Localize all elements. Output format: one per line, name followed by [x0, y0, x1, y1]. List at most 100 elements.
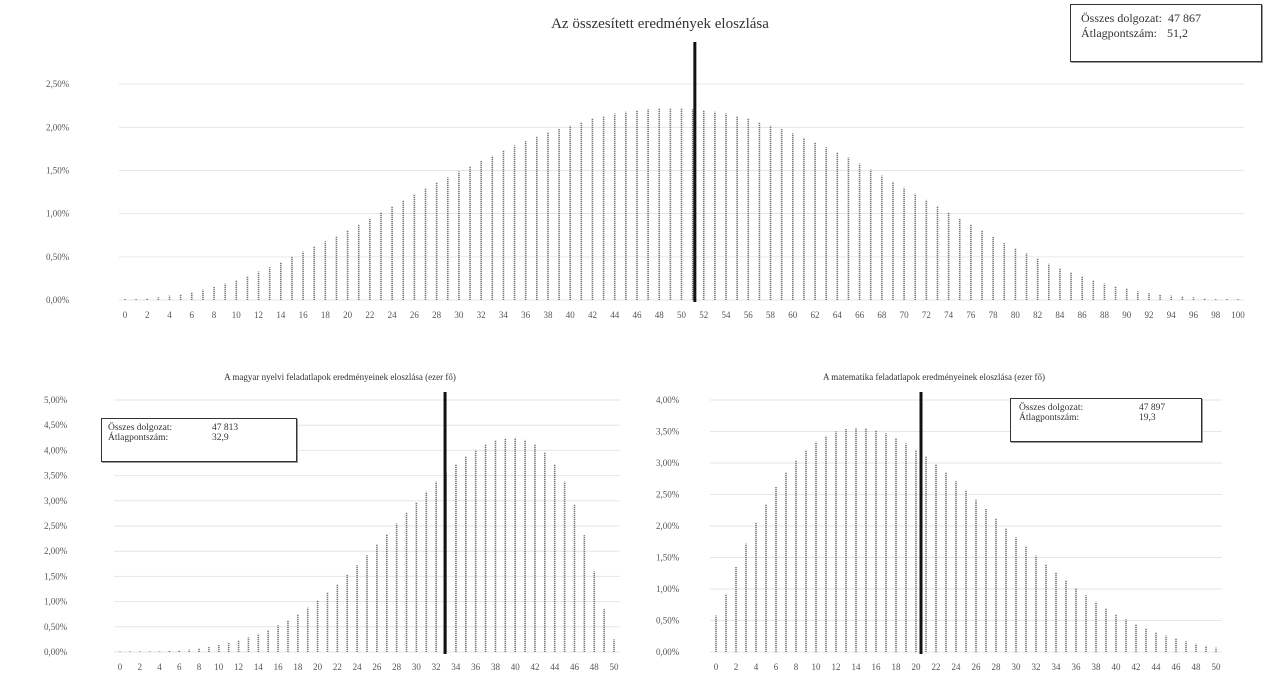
x-tick-label: 12: [832, 662, 841, 672]
y-tick-label: 2,00%: [44, 546, 68, 556]
x-tick-label: 38: [1092, 662, 1102, 672]
x-tick-label: 92: [1144, 310, 1153, 320]
x-tick-label: 34: [1052, 662, 1062, 672]
x-tick-label: 16: [872, 662, 882, 672]
y-tick-label: 0,50%: [46, 252, 70, 262]
x-tick-label: 50: [610, 662, 620, 672]
y-tick-label: 0,50%: [44, 622, 68, 632]
x-tick-label: 64: [833, 310, 843, 320]
y-tick-label: 4,00%: [656, 395, 680, 405]
x-tick-label: 0: [714, 662, 719, 672]
x-tick-label: 82: [1033, 310, 1042, 320]
x-tick-label: 48: [655, 310, 665, 320]
hungarian-distribution-chart: A magyar nyelvi feladatlapok eredményein…: [44, 372, 620, 672]
x-tick-label: 10: [232, 310, 242, 320]
x-tick-label: 18: [293, 662, 303, 672]
y-tick-label: 3,50%: [656, 427, 680, 437]
y-tick-label: 2,50%: [656, 490, 680, 500]
x-tick-label: 44: [610, 310, 620, 320]
x-tick-label: 6: [774, 662, 779, 672]
math-distribution-chart: A matematika feladatlapok eredményeinek …: [656, 372, 1222, 672]
y-tick-label: 2,00%: [656, 521, 680, 531]
x-tick-label: 18: [892, 662, 902, 672]
x-tick-label: 96: [1189, 310, 1199, 320]
x-tick-label: 2: [145, 310, 150, 320]
x-tick-label: 38: [543, 310, 553, 320]
y-tick-label: 4,00%: [44, 445, 68, 455]
x-tick-label: 28: [432, 310, 442, 320]
x-tick-label: 40: [511, 662, 521, 672]
x-tick-label: 40: [1112, 662, 1122, 672]
x-tick-label: 2: [138, 662, 143, 672]
x-tick-label: 80: [1011, 310, 1021, 320]
x-tick-label: 2: [734, 662, 739, 672]
stats-box: Összes dolgozat: 47 813 Átlagpontszám: 32,…: [101, 418, 297, 462]
x-tick-label: 74: [944, 310, 954, 320]
x-tick-label: 72: [922, 310, 931, 320]
x-tick-label: 90: [1122, 310, 1132, 320]
x-tick-label: 22: [932, 662, 941, 672]
x-tick-label: 50: [677, 310, 687, 320]
y-tick-label: 0,00%: [44, 647, 68, 657]
stats-mean-value: 32,9: [212, 433, 229, 443]
x-tick-label: 34: [499, 310, 509, 320]
x-tick-label: 54: [722, 310, 732, 320]
x-tick-label: 70: [900, 310, 910, 320]
x-tick-label: 98: [1211, 310, 1221, 320]
y-tick-label: 2,50%: [46, 79, 70, 89]
x-tick-label: 42: [530, 662, 539, 672]
stats-total-value: 47 897: [1139, 403, 1166, 413]
x-tick-label: 66: [855, 310, 865, 320]
y-tick-label: 1,00%: [656, 584, 680, 594]
x-tick-label: 18: [321, 310, 331, 320]
x-tick-label: 6: [177, 662, 182, 672]
x-tick-label: 24: [952, 662, 962, 672]
x-tick-label: 12: [234, 662, 243, 672]
x-tick-label: 40: [566, 310, 576, 320]
combined-distribution-chart: Az összesített eredmények eloszlása 0,00…: [46, 16, 1245, 320]
x-tick-label: 26: [410, 310, 420, 320]
stats-mean-label: Átlagpontszám:: [1019, 413, 1080, 423]
x-tick-label: 44: [550, 662, 560, 672]
x-tick-label: 88: [1100, 310, 1110, 320]
x-tick-label: 14: [254, 662, 264, 672]
y-tick-label: 2,50%: [44, 521, 68, 531]
x-tick-label: 10: [812, 662, 822, 672]
x-tick-label: 100: [1231, 310, 1245, 320]
x-tick-label: 30: [454, 310, 464, 320]
stats-mean-value: 51,2: [1166, 26, 1188, 40]
x-tick-label: 86: [1078, 310, 1088, 320]
x-tick-label: 46: [632, 310, 642, 320]
y-tick-label: 1,00%: [44, 597, 68, 607]
x-tick-label: 16: [274, 662, 284, 672]
x-tick-label: 42: [588, 310, 597, 320]
x-tick-label: 30: [412, 662, 422, 672]
x-tick-label: 0: [118, 662, 123, 672]
stats-total-label: Összes dolgozat:: [108, 423, 173, 433]
x-tick-label: 22: [333, 662, 342, 672]
x-tick-label: 20: [313, 662, 323, 672]
x-tick-label: 26: [972, 662, 982, 672]
x-tick-label: 84: [1055, 310, 1065, 320]
x-tick-label: 22: [365, 310, 374, 320]
stats-box: Összes dolgozat: 47 897 Átlagpontszám: 19,…: [1010, 398, 1202, 442]
x-tick-label: 32: [432, 662, 441, 672]
x-tick-label: 0: [123, 310, 128, 320]
x-tick-label: 8: [197, 662, 202, 672]
x-tick-label: 76: [966, 310, 976, 320]
x-tick-label: 4: [157, 662, 162, 672]
x-tick-label: 36: [521, 310, 531, 320]
x-tick-label: 48: [590, 662, 600, 672]
x-tick-label: 20: [343, 310, 353, 320]
y-tick-label: 0,00%: [46, 295, 70, 305]
chart-title: Az összesített eredmények eloszlása: [551, 16, 769, 32]
x-tick-label: 32: [1032, 662, 1041, 672]
x-tick-label: 58: [766, 310, 776, 320]
chart-title: A matematika feladatlapok eredményeinek …: [823, 372, 1045, 382]
x-tick-label: 38: [491, 662, 501, 672]
x-tick-label: 44: [1152, 662, 1162, 672]
x-tick-label: 50: [1212, 662, 1222, 672]
x-tick-label: 78: [989, 310, 999, 320]
x-tick-label: 12: [254, 310, 263, 320]
y-tick-label: 5,00%: [44, 395, 68, 405]
